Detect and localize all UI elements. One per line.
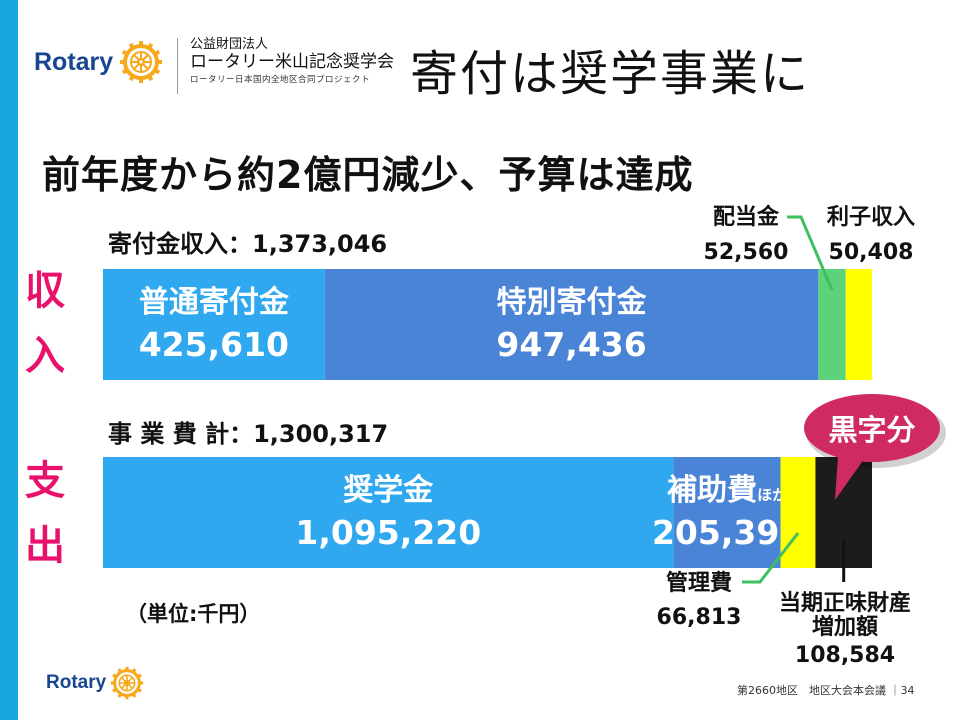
callout-bubble: [804, 394, 940, 462]
expense-bar-header: 事 業 費 計：1,300,317: [108, 420, 388, 448]
org-type: 公益財団法人: [190, 37, 269, 52]
surplus-label-line-1: 当期正味財産: [779, 590, 911, 616]
rotary-logo-footer-text: Rotary: [46, 672, 107, 693]
admin-leader-line: [742, 532, 800, 584]
interest-label: 利子収入: [827, 205, 915, 230]
expense-segment-0-label: 奨学金: [343, 473, 434, 508]
surplus-label-line-2: 増加額: [812, 614, 878, 640]
rotary-logo: Rotary: [34, 40, 163, 84]
expense-segment-0: [103, 457, 674, 568]
org-divider: [177, 38, 178, 94]
expense-segment-0-value: 1,095,220: [295, 513, 481, 552]
dividend-label: 配当金: [713, 204, 780, 230]
org-name-block: 公益財団法人 ロータリー米山記念奨学会 ロータリー日本国内全地区合同プロジェクト: [190, 37, 394, 86]
page-title: 寄付は奨学事業に: [410, 46, 811, 102]
income-segment-0: [103, 269, 325, 380]
admin-label: 管理費: [666, 570, 732, 596]
income-side-label-2: 入: [25, 333, 65, 379]
interest-value: 50,408: [829, 240, 914, 265]
org-name: ロータリー米山記念奨学会: [190, 51, 394, 72]
income-segment-0-label: 普通寄付金: [139, 285, 290, 320]
income-side-label-1: 収: [25, 268, 65, 314]
expense-side-label-1: 支: [25, 458, 65, 504]
income-segment-1-label: 特別寄付金: [497, 285, 648, 320]
rotary-wheel-icon: [120, 41, 163, 83]
income-segment-1: [324, 269, 819, 380]
footer-text: 第2660地区 地区大会本会議 ｜34: [737, 684, 915, 697]
expense-segment-1: [673, 457, 781, 568]
rotary-logo-text: Rotary: [34, 47, 114, 76]
income-segment-1-value: 947,436: [496, 325, 646, 364]
page-subtitle: 前年度から約2億円減少、予算は達成: [42, 153, 694, 197]
dividend-value: 52,560: [704, 240, 789, 265]
expense-side-label-2: 出: [25, 523, 65, 569]
income-bar-header: 寄付金収入：1,373,046: [108, 230, 387, 258]
unit-note: （単位:千円）: [126, 602, 260, 626]
expense-segment-2: [780, 457, 816, 568]
admin-value: 66,813: [657, 605, 742, 630]
expense-segment-1-value: 205,397: [652, 513, 802, 552]
income-segment-0-value: 425,610: [139, 325, 289, 364]
surplus-value: 108,584: [795, 643, 895, 668]
callout-pointer: [835, 456, 862, 500]
dividend-leader-line: [787, 215, 834, 291]
rotary-logo-footer: Rotary: [46, 666, 144, 700]
org-project: ロータリー日本国内全地区合同プロジェクト: [190, 75, 371, 86]
income-segment-3: [845, 269, 872, 380]
left-accent-stripe: [0, 0, 18, 720]
callout-text: 黒字分: [828, 413, 915, 447]
income-segment-2: [818, 269, 846, 380]
rotary-wheel-footer-icon: [110, 666, 144, 700]
expense-segment-1-label-suffix: ほか: [757, 486, 787, 504]
